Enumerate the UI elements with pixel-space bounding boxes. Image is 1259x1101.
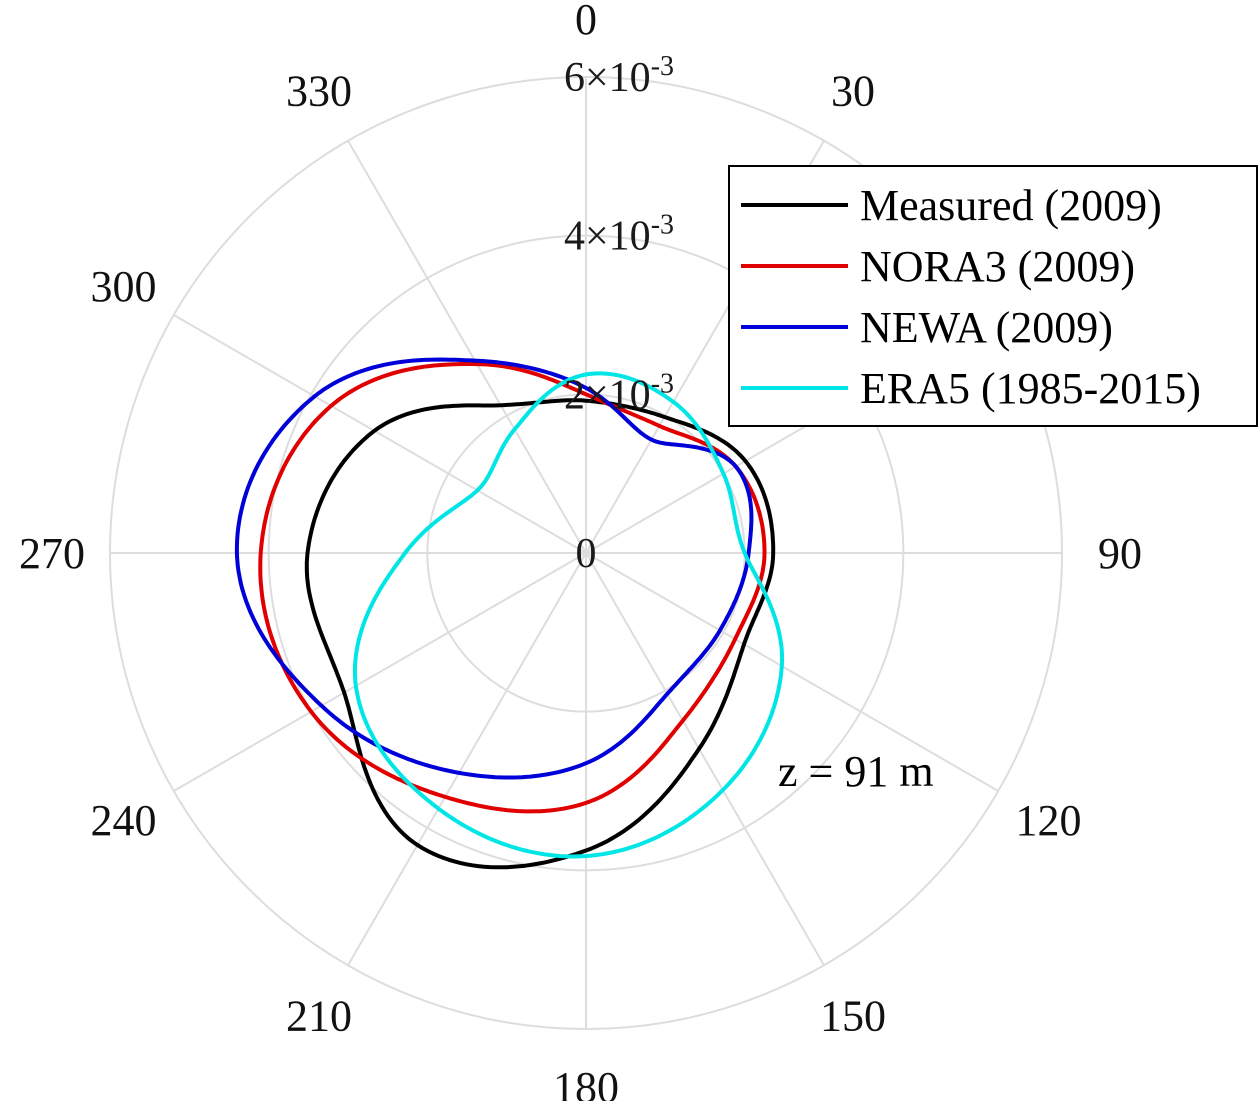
radial-tick-labels: 02×10-34×10-36×10-3: [564, 51, 674, 577]
angle-tick-label: 270: [19, 529, 85, 578]
angle-tick-label: 210: [286, 991, 352, 1040]
angle-tick-labels: 0 30 90 120 150 180 210 240 270 300 330: [19, 0, 1142, 1101]
angle-tick-label: 180: [553, 1063, 619, 1101]
angle-tick-label: 330: [286, 67, 352, 116]
radial-tick-label: 4×10-3: [564, 210, 674, 260]
grid-spoke: [347, 140, 587, 554]
angle-tick-label: 300: [91, 262, 157, 311]
radial-tick-label: 0: [576, 531, 597, 577]
legend-label: ERA5 (1985-2015): [860, 364, 1201, 413]
annotation-height: z = 91 m: [778, 747, 934, 796]
grid-spoke: [347, 552, 587, 966]
angle-tick-label: 30: [831, 67, 875, 116]
legend-box: [728, 165, 1258, 427]
angle-tick-label: 90: [1098, 529, 1142, 578]
legend-items: Measured (2009) NORA3 (2009) NEWA (2009) ER…: [741, 181, 1201, 413]
polar-grid: [109, 76, 1063, 1030]
legend-label: NORA3 (2009): [860, 242, 1135, 291]
series-lines: [234, 357, 785, 870]
legend-label: NEWA (2009): [860, 303, 1113, 352]
radial-tick-label: 6×10-3: [564, 51, 674, 101]
angle-tick-label: 0: [575, 0, 597, 44]
legend-label: Measured (2009): [860, 181, 1162, 230]
grid-spoke: [173, 552, 587, 792]
angle-tick-label: 120: [1015, 796, 1081, 845]
grid-spoke: [585, 552, 825, 966]
angle-tick-label: 150: [820, 991, 886, 1040]
grid-spoke: [585, 552, 999, 792]
series-line-1: [304, 398, 776, 870]
grid-spoke: [173, 314, 587, 554]
series-line-3: [234, 357, 754, 780]
legend: Measured (2009) NORA3 (2009) NEWA (2009) ER…: [728, 165, 1258, 427]
angle-tick-label: 240: [91, 796, 157, 845]
series-line-4: [352, 371, 785, 859]
